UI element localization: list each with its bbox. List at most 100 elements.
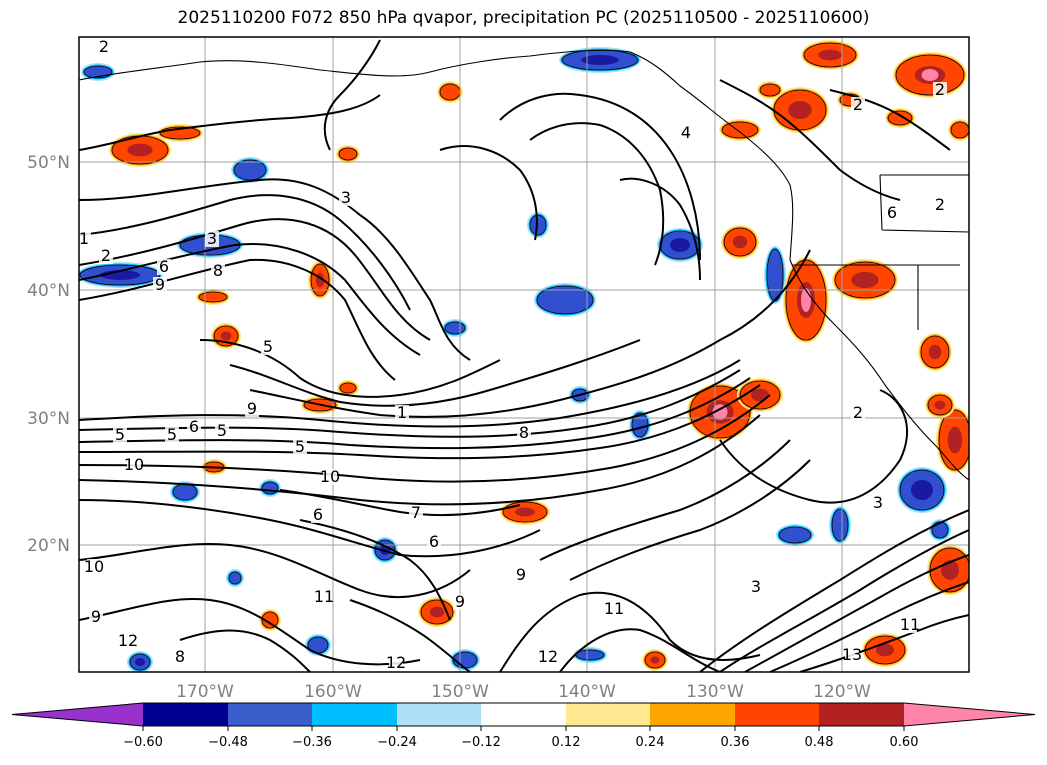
contour-label: 3 [751,577,761,596]
colorbar-tick-label: −0.36 [292,735,332,750]
precip-patch [573,647,607,663]
contour-label: 3 [207,229,217,248]
contour-label: 10 [124,455,144,474]
contour-label-bg [517,425,531,441]
contour-label-bg [157,259,171,275]
precip-patch [948,119,969,141]
contour-label: 5 [263,337,273,356]
latitude-label: 50°N [27,153,70,173]
contour-label: 9 [516,565,526,584]
map-plot-area [79,37,969,672]
precip-patch [776,524,814,546]
precip-patch [642,649,668,671]
contour-label-bg [933,197,947,213]
precip-patch [918,333,952,371]
contour-label: 4 [681,123,691,142]
contour-label-bg [679,125,693,141]
contour-label: 2 [935,80,945,99]
contour-label-bg [165,427,179,443]
longitude-label: 140°W [558,682,616,702]
map-title: 2025110200 F072 850 hPa qvapor, precipit… [177,8,870,28]
precip-patch [442,319,468,337]
contour-label-bg [389,655,403,671]
contour-label-bg [607,601,621,617]
contour-label: 11 [900,615,920,634]
precip-patch [196,289,230,305]
contour-label-bg [409,505,423,521]
contour-label-bg [211,263,225,279]
contour-label-bg [89,609,103,625]
contour-label-bg [205,231,219,247]
precip-patch [687,383,753,441]
latitude-labels: 50°N 40°N 30°N 20°N [27,153,70,556]
precip-patch [721,225,759,259]
contour-label: 2 [99,37,109,56]
contour-label: 2 [935,195,945,214]
contour-label-bg [871,495,885,511]
contour-label: 12 [538,647,558,666]
contour-label: 1 [397,403,407,422]
contour-label-bg [79,231,91,247]
precip-patch [231,157,269,183]
precip-patch [927,545,969,595]
contour-label: 10 [320,467,340,486]
precip-patch [719,119,761,141]
contour-label-bg [541,649,555,665]
contour-label: 9 [247,399,257,418]
colorbar-segment [566,703,650,726]
colorbar-tick-label: −0.24 [377,735,417,750]
longitude-labels: 170°W 160°W 150°W 140°W 130°W 120°W [176,682,871,702]
precip-patch [897,467,947,513]
longitude-label: 120°W [813,682,871,702]
longitude-label: 160°W [304,682,362,702]
colorbar-segment [650,703,735,726]
contour-label-bg [453,594,467,610]
latitude-label: 20°N [27,536,70,556]
contour-label: 6 [189,417,199,436]
precip-patch [801,40,859,70]
coastlines [79,49,969,481]
contour-label: 12 [386,653,406,672]
precip-patch [437,81,463,103]
colorbar-extension-high [904,703,1035,726]
precip-patch [336,145,360,163]
contour-label: 11 [314,587,334,606]
contour-label-bg [187,419,201,435]
colorbar-segment [819,703,904,726]
colorbar-extension-low [12,703,143,726]
contour-label-bg [903,617,917,633]
precip-patch [657,228,703,262]
contour-label-bg [749,579,763,595]
contour-label-bg [99,248,113,264]
contour-label: 13 [842,645,862,664]
contour-label: 5 [115,425,125,444]
contour-label: 5 [217,421,227,440]
colorbar-tick-label: 0.60 [890,735,919,750]
contour-label: 12 [118,631,138,650]
contour-label-bg [113,427,127,443]
precip-patch [109,133,171,167]
colorbar-tick-label: 0.36 [721,735,750,750]
precip-patch [450,649,480,671]
precip-patch [862,633,908,667]
precip-patch [527,212,549,238]
contour-label: 8 [175,647,185,666]
latitude-label: 30°N [27,409,70,429]
colorbar-tick-label: −0.12 [461,735,501,750]
colorbar-tick-label: −0.48 [208,735,248,750]
contour-label: 6 [313,505,323,524]
map-frame [78,36,970,673]
contour-label-bg [121,633,135,649]
contour-label-bg [317,589,331,605]
precip-patch [337,380,359,396]
contour-label-bg [851,97,865,113]
contour-label-bg [127,457,141,473]
colorbar-tick-label: 0.12 [552,735,581,750]
contour-label-bg [395,405,409,421]
colorbar-segment [143,703,228,726]
contour-label-bg [261,339,275,355]
precip-patch [127,651,153,672]
